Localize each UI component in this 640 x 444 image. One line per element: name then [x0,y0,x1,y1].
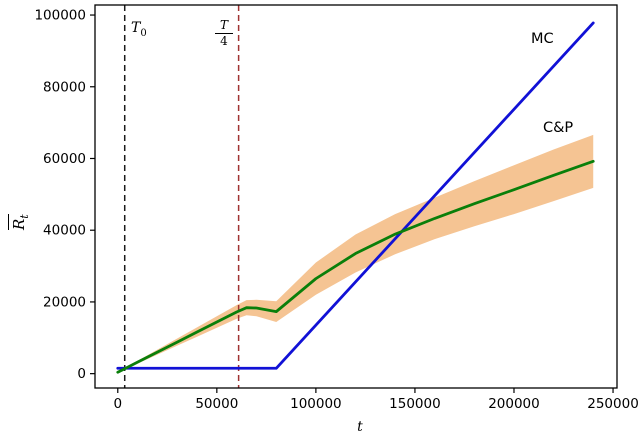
x-tick-label: 200000 [488,396,540,412]
line-cp [116,159,595,374]
y-axis-label-base: R [10,218,28,230]
line-mc [116,21,595,370]
y-tick-label: 100000 [34,8,86,24]
annotation-t-over-4: T 4 [215,18,233,49]
y-tick-label: 80000 [43,79,86,95]
y-tick-label: 40000 [43,223,86,239]
annotation-t0: T0 [131,20,147,39]
series-label-cp: C&P [543,120,574,136]
x-axis-label: t [357,419,363,435]
y-axis-label-sub: t [18,214,31,219]
axes-spines [94,4,618,389]
series-label-mc: MC [531,31,554,47]
y-tick-label: 0 [77,366,86,382]
x-tick-label: 50000 [195,396,238,412]
y-axis-label: Rt [8,214,31,230]
x-tick-label: 100000 [290,396,342,412]
annotation-t-over-4-denominator: 4 [220,33,228,48]
y-tick-label: 20000 [43,294,86,310]
y-axis-label-overline: Rt [8,214,31,230]
annotation-t0-sub: 0 [140,27,147,39]
x-tick-label: 0 [113,396,122,412]
annotation-t-over-4-numerator: T [215,18,233,34]
y-tick-label: 60000 [43,151,86,167]
x-tick-label: 150000 [389,396,441,412]
x-tick-label: 250000 [587,396,639,412]
annotation-t0-base: T [131,20,141,36]
